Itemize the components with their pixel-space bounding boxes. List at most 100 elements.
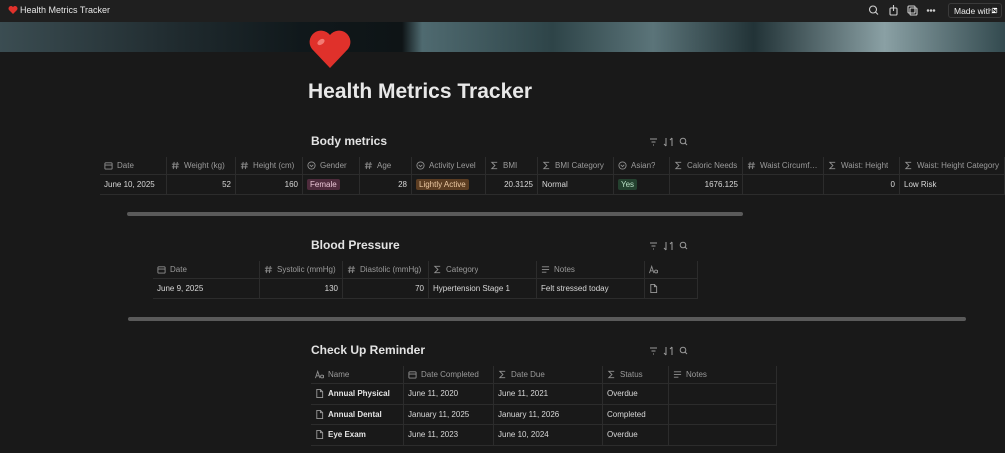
table-cell: 70 xyxy=(343,279,429,299)
table-cell: Overdue xyxy=(603,384,669,405)
column-name: Systolic (mmHg) xyxy=(277,265,336,274)
column-header[interactable]: Age xyxy=(360,157,412,175)
scrollbar[interactable] xyxy=(127,212,743,216)
column-header[interactable]: Status xyxy=(603,366,669,384)
column-header[interactable]: Date Completed xyxy=(404,366,494,384)
column-header[interactable]: Date xyxy=(153,261,260,279)
column-type-icon xyxy=(364,161,373,170)
page-icon xyxy=(309,30,351,68)
column-type-icon xyxy=(747,161,756,170)
table-tools[interactable] xyxy=(650,241,690,251)
column-header[interactable]: BMI Category xyxy=(538,157,614,175)
column-name: Notes xyxy=(554,265,575,274)
table-tools[interactable] xyxy=(650,346,690,356)
table-cell: January 11, 2025 xyxy=(404,404,494,425)
cell-text: June 10, 2024 xyxy=(498,430,549,440)
column-header[interactable]: BMI xyxy=(486,157,538,175)
table-cell[interactable] xyxy=(645,279,698,299)
cell-text: Eye Exam xyxy=(328,430,366,440)
cell-text: June 11, 2023 xyxy=(408,430,459,440)
table-cell xyxy=(669,404,777,425)
table-tools[interactable] xyxy=(650,137,690,147)
made-with-button[interactable]: Made with xyxy=(948,3,1002,18)
column-name: Gender xyxy=(320,161,347,170)
made-with-text: Made with xyxy=(954,6,993,16)
column-name: Activity Level xyxy=(429,161,476,170)
column-header[interactable]: Activity Level xyxy=(412,157,486,175)
cell-text: 0 xyxy=(890,180,895,189)
table-cell: 160 xyxy=(236,175,303,195)
table-cell: Normal xyxy=(538,175,614,195)
column-type-icon xyxy=(104,162,113,170)
page-icon xyxy=(650,284,658,293)
cell-text: Hypertension Stage 1 xyxy=(433,284,510,293)
column-type-icon xyxy=(673,371,682,378)
column-type-icon xyxy=(498,370,506,379)
column-type-icon xyxy=(618,161,627,170)
column-name: Diastolic (mmHg) xyxy=(360,265,422,274)
cell-text: 130 xyxy=(324,284,338,293)
column-header[interactable]: Date Due xyxy=(494,366,603,384)
column-type-icon xyxy=(433,265,441,274)
toolbar-icons[interactable] xyxy=(868,4,938,17)
column-header[interactable]: Height (cm) xyxy=(236,157,303,175)
cell-text: Low Risk xyxy=(904,180,937,189)
table-cell: June 10, 2025 xyxy=(100,175,167,195)
column-header[interactable]: Diastolic (mmHg) xyxy=(343,261,429,279)
column-name: Caloric Needs xyxy=(687,161,738,170)
column-header[interactable]: Gender xyxy=(303,157,360,175)
column-header[interactable]: Notes xyxy=(537,261,645,279)
column-name: Date xyxy=(117,161,134,170)
column-header[interactable]: Asian? xyxy=(614,157,670,175)
column-type-icon xyxy=(828,161,836,170)
cell-text: 52 xyxy=(222,180,231,189)
column-type-icon xyxy=(315,370,324,379)
column-header[interactable]: Name xyxy=(311,366,404,384)
cell-text: 20.3125 xyxy=(504,180,533,189)
table-cell[interactable]: Eye Exam xyxy=(311,425,404,446)
table-cell: Yes xyxy=(614,175,670,195)
column-name: Category xyxy=(446,265,479,274)
table-cell[interactable]: Annual Dental xyxy=(311,404,404,425)
table-cell: Completed xyxy=(603,404,669,425)
page-title-tab[interactable]: Health Metrics Tracker xyxy=(20,5,111,15)
column-type-icon xyxy=(490,161,498,170)
column-header[interactable]: Systolic (mmHg) xyxy=(260,261,343,279)
column-name: Date Completed xyxy=(421,370,479,379)
top-bar: Health Metrics Tracker Made with xyxy=(0,0,1005,22)
cell-text: Felt stressed today xyxy=(541,284,609,293)
column-name: Notes xyxy=(686,370,707,379)
column-header[interactable]: Waist: Height xyxy=(824,157,900,175)
table-cell: 52 xyxy=(167,175,236,195)
scrollbar[interactable] xyxy=(128,317,966,321)
table-cell: June 9, 2025 xyxy=(153,279,260,299)
table-cell: Overdue xyxy=(603,425,669,446)
table-cell: Felt stressed today xyxy=(537,279,645,299)
table-cell: June 10, 2024 xyxy=(494,425,603,446)
cell-text: June 11, 2021 xyxy=(498,389,549,399)
column-header[interactable]: Waist: Height Category xyxy=(900,157,1005,175)
cell-text: Annual Physical xyxy=(328,389,390,399)
column-name: Waist: Height xyxy=(841,161,889,170)
column-header[interactable]: Caloric Needs xyxy=(670,157,743,175)
column-header[interactable]: Weight (kg) xyxy=(167,157,236,175)
column-header[interactable]: Date xyxy=(100,157,167,175)
column-header[interactable]: Notes xyxy=(669,366,777,384)
column-type-icon xyxy=(408,371,417,379)
table-cell[interactable]: Annual Physical xyxy=(311,384,404,405)
cell-text: June 10, 2025 xyxy=(104,180,155,189)
column-header[interactable]: Waist Circumfe… xyxy=(743,157,824,175)
column-name: Status xyxy=(620,370,643,379)
column-name: Date Due xyxy=(511,370,545,379)
cell-text: 160 xyxy=(284,180,298,189)
column-header[interactable] xyxy=(645,261,698,279)
column-type-icon xyxy=(264,265,273,274)
cell-text: Annual Dental xyxy=(328,409,382,419)
column-type-icon xyxy=(674,161,682,170)
column-header[interactable]: Category xyxy=(429,261,537,279)
cell-text: Overdue xyxy=(607,430,638,440)
column-name: Name xyxy=(328,370,350,379)
table-title: Check Up Reminder xyxy=(311,343,426,357)
table-cell: 20.3125 xyxy=(486,175,538,195)
column-name: BMI xyxy=(503,161,518,170)
